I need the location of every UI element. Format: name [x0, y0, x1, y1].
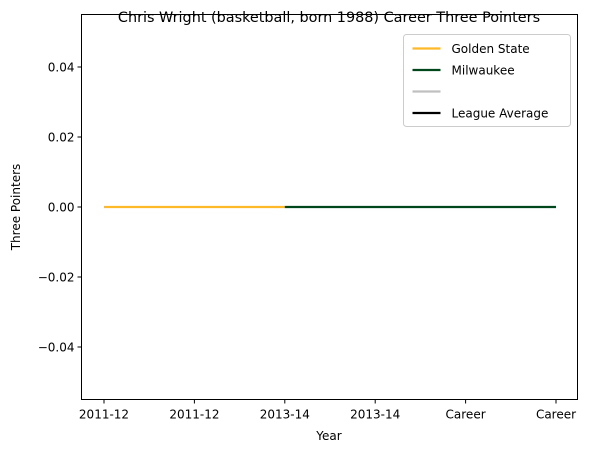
y-tick-label: −0.04 [38, 341, 75, 355]
x-axis: 2011-12 2011-12 2013-14 2013-14 Career Career [79, 399, 576, 422]
y-tick-label: −0.02 [38, 271, 75, 285]
x-tick-label: 2013-14 [260, 408, 310, 422]
x-tick-label: Career [536, 408, 576, 422]
x-tick-label: 2013-14 [350, 408, 400, 422]
legend: Golden State Milwaukee League Average [403, 34, 571, 127]
x-axis-label: Year [315, 429, 341, 443]
y-axis: −0.04 −0.02 0.00 0.02 0.04 [38, 61, 82, 355]
y-axis-label: Three Pointers [9, 164, 23, 252]
x-tick-label: 2011-12 [79, 408, 129, 422]
legend-box [403, 34, 571, 127]
x-tick-label: Career [446, 408, 486, 422]
x-tick-label: 2011-12 [169, 408, 219, 422]
y-tick-label: 0.04 [48, 61, 75, 75]
chart-title: Chris Wright (basketball, born 1988) Car… [118, 10, 540, 26]
y-tick-label: 0.00 [48, 201, 75, 215]
y-tick-label: 0.02 [48, 131, 75, 145]
legend-label: Milwaukee [452, 64, 515, 78]
legend-label: League Average [452, 107, 549, 121]
legend-label: Golden State [452, 42, 530, 56]
